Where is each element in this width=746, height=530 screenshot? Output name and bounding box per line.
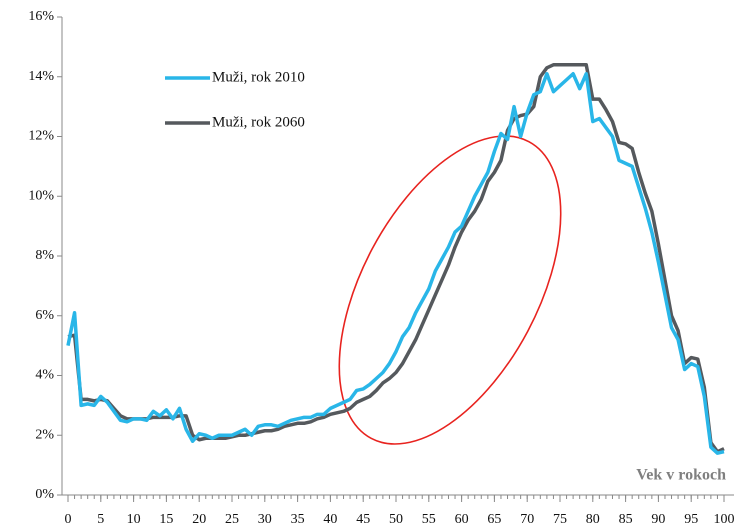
series-line (66, 72, 725, 455)
x-tick-label: 60 (455, 512, 469, 527)
x-tick-label: 25 (225, 512, 239, 527)
x-tick-label: 85 (619, 512, 633, 527)
legend-label: Muži, rok 2010 (212, 69, 305, 85)
series-line (67, 63, 725, 454)
x-tick-label: 45 (356, 512, 370, 527)
x-tick-label: 75 (553, 512, 567, 527)
x-tick-label: 100 (714, 512, 735, 527)
x-tick-label: 80 (586, 512, 600, 527)
y-tick-label: 6% (35, 308, 54, 323)
y-tick-label: 16% (28, 9, 54, 24)
y-tick-label: 8% (35, 248, 54, 263)
legend-label: Muži, rok 2060 (212, 114, 305, 130)
x-tick-label: 70 (520, 512, 534, 527)
x-tick-label: 40 (323, 512, 337, 527)
x-tick-label: 50 (389, 512, 403, 527)
y-tick-label: 2% (35, 427, 54, 442)
x-tick-label: 95 (684, 512, 698, 527)
x-tick-label: 90 (651, 512, 665, 527)
y-tick-label: 12% (28, 129, 54, 144)
y-tick-label: 0% (35, 487, 54, 502)
y-tick-label: 10% (28, 188, 54, 203)
x-tick-label: 10 (127, 512, 141, 527)
highlight-ellipse (338, 135, 562, 445)
y-tick-label: 14% (28, 69, 54, 84)
x-tick-label: 55 (422, 512, 436, 527)
x-tick-label: 35 (291, 512, 305, 527)
x-tick-label: 20 (192, 512, 206, 527)
x-tick-label: 30 (258, 512, 272, 527)
x-tick-label: 15 (159, 512, 173, 527)
x-tick-label: 5 (97, 512, 104, 527)
x-axis-label: Vek v rokoch (636, 467, 726, 484)
x-tick-label: 65 (487, 512, 501, 527)
x-tick-label: 0 (65, 512, 72, 527)
y-tick-label: 4% (35, 368, 54, 383)
